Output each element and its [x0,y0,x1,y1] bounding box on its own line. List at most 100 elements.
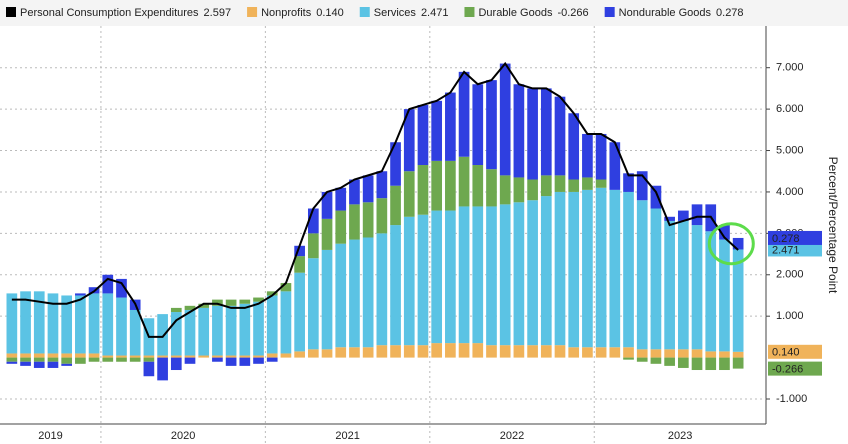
bar-segment [170,307,182,313]
bar-segment [636,349,648,358]
bar-segment [677,220,689,350]
bar-segment [417,345,429,358]
bar-segment [20,291,31,354]
bar-segment [266,357,278,362]
bar-segment [445,160,456,211]
bar-segment [75,293,86,296]
bar-segment [582,189,593,348]
bar-segment [129,355,141,358]
bar-segment [595,187,607,348]
bar-segment [75,295,86,354]
x-tick-label: 2020 [171,430,195,442]
bar-segment [719,357,730,371]
value-tag [768,361,822,376]
bar-segment [143,357,155,362]
bar-segment [390,185,401,226]
value-tag [768,242,822,257]
legend-value: 2.471 [421,7,449,19]
bar-segment [225,299,237,306]
bar-segment [61,363,73,366]
bar-segment [472,343,484,358]
legend-label: Nonprofits [261,7,312,19]
bar-segment [472,165,484,207]
value-tag-label: 2.471 [772,244,800,256]
bar-segment [445,343,456,358]
bar-segment [458,156,470,207]
bar-segment [294,256,305,273]
bar-segment [719,225,730,240]
bar-segment [184,305,196,310]
bar-segment [61,353,73,358]
bar-segment [499,63,511,176]
bar-segment [677,357,689,368]
legend-value: 0.278 [716,7,744,19]
bar-segment [362,237,374,348]
bar-segment [705,357,717,371]
bar-segment [691,225,703,350]
y-axis-label: Percent/Percentage Point [826,157,840,294]
bar-segment [568,113,580,180]
bar-segment [129,309,141,356]
bar-segment [417,104,429,166]
bar-segment [636,357,648,362]
bar-segment [335,347,347,358]
bar-segment [636,171,648,201]
bar-segment [623,357,634,360]
bar-segment [143,355,155,358]
bar-segment [307,233,319,259]
bar-segment [732,249,744,352]
legend-swatch [247,7,258,17]
bar-segment [157,314,168,356]
bar-segment [390,225,401,346]
bar-segment [554,345,566,358]
bar-segment [458,71,470,157]
bar-segment [417,165,429,215]
legend-value: -0.266 [557,7,588,19]
bar-segment [88,293,100,354]
bar-segment [129,357,141,362]
bar-segment [88,353,100,358]
bar-segment [349,204,360,240]
bar-segment [650,208,662,350]
bar-segment [623,173,634,192]
bar-segment [403,171,415,217]
bar-segment [664,216,675,221]
value-tag [768,230,822,245]
bar-segment [280,353,292,358]
bar-segment [184,357,196,364]
bar-segment [157,357,168,381]
bar-segment [116,355,127,358]
y-tick-label: 1.000 [776,310,804,322]
bar-segment [266,353,278,358]
bar-segment [253,355,264,358]
bar-segment [170,312,182,356]
bar-segment [102,274,114,294]
bar-segment [664,357,675,366]
line-series [11,61,739,338]
plot-area [0,26,766,444]
bar-segment [513,84,525,178]
legend-label: Services [374,7,417,19]
bar-segment [321,349,333,358]
bar-segment [650,357,662,364]
bar-segment [170,357,182,371]
bar-segment [554,96,566,176]
bar-segment [335,187,347,211]
bar-segment [540,175,552,197]
bar-segment [362,175,374,203]
bar-segment [33,291,45,354]
x-tick-label: 2023 [668,430,692,442]
bar-segment [47,353,59,358]
bar-segment [582,347,593,358]
bar-segment [143,361,155,377]
bar-segment [212,357,223,362]
bar-segment [280,291,292,354]
legend-swatch [604,7,615,17]
bar-segment [376,233,388,346]
x-tick-label: 2019 [38,430,62,442]
bar-segment [266,291,278,296]
bar-segment [376,171,388,199]
bar-segment [253,357,264,364]
bar-segment [20,361,31,366]
